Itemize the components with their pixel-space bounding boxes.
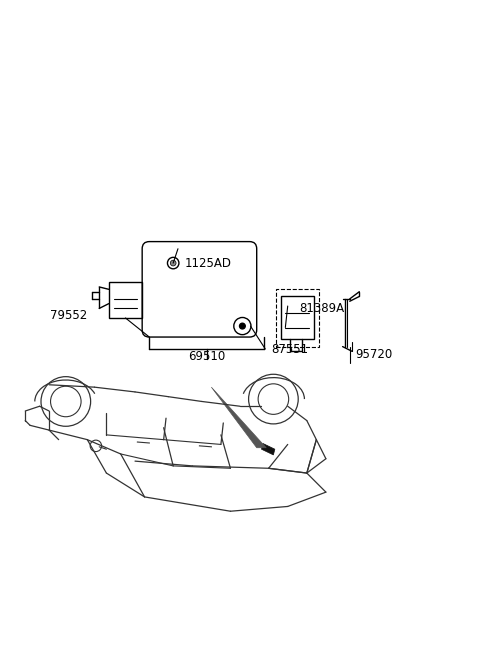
Bar <box>281 297 314 339</box>
Text: 95720: 95720 <box>355 348 392 361</box>
Polygon shape <box>262 443 275 455</box>
Circle shape <box>170 260 176 266</box>
Text: 87551: 87551 <box>271 343 308 356</box>
Text: 79552: 79552 <box>50 309 87 322</box>
Bar <box>276 290 319 346</box>
Polygon shape <box>211 387 266 448</box>
Text: 81389A: 81389A <box>300 302 345 315</box>
Text: 69510: 69510 <box>188 350 225 364</box>
Text: 1125AD: 1125AD <box>185 257 232 270</box>
Circle shape <box>240 323 245 329</box>
